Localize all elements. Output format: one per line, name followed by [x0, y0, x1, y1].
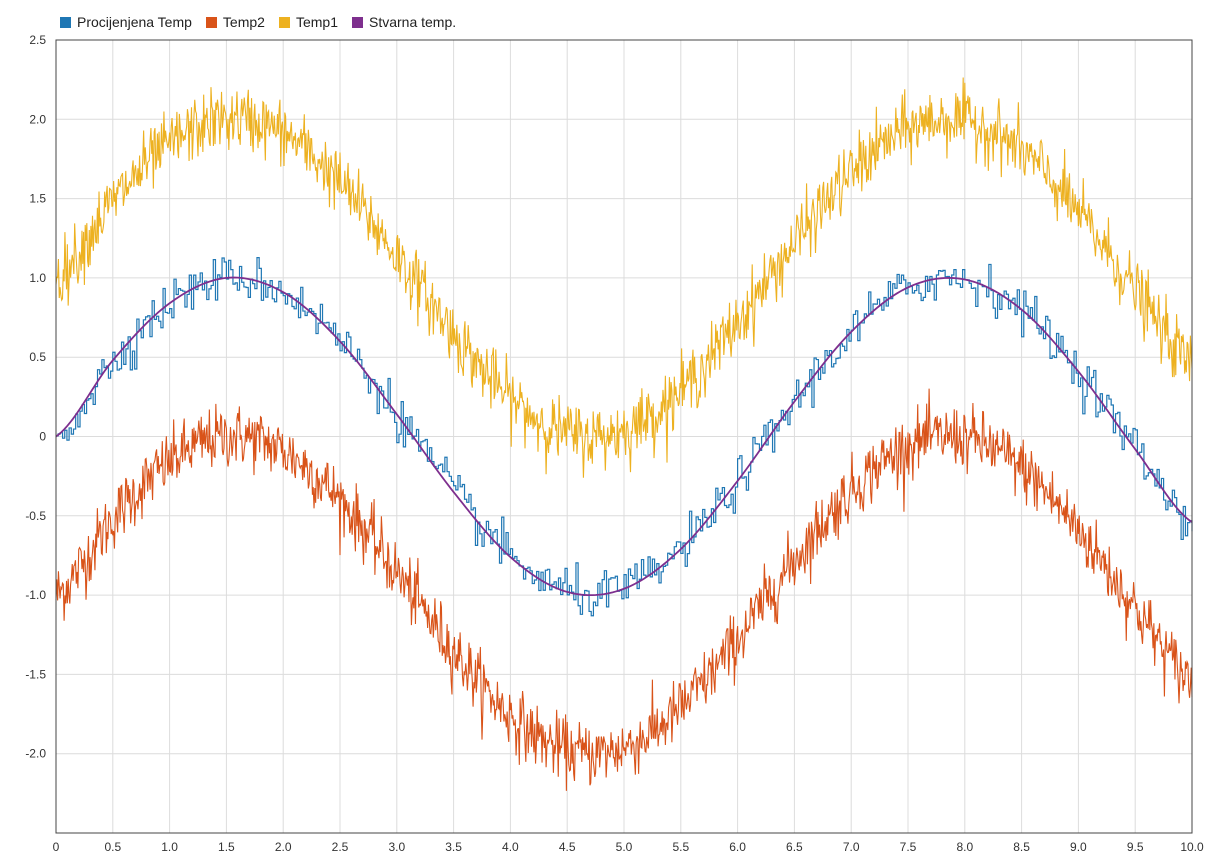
x-tick-label: 10.0 [1180, 840, 1204, 854]
legend: Procijenjena Temp Temp2 Temp1 Stvarna te… [60, 14, 456, 30]
legend-item-stvarna-temp[interactable]: Stvarna temp. [351, 14, 457, 30]
x-tick-label: 2.5 [332, 840, 349, 854]
x-tick-label: 4.0 [502, 840, 519, 854]
x-tick-label: 3.0 [388, 840, 405, 854]
legend-label-temp2: Temp2 [222, 14, 265, 30]
x-tick-label: 8.5 [1013, 840, 1030, 854]
x-tick-label: 9.5 [1127, 840, 1144, 854]
x-tick-label: 2.0 [275, 840, 292, 854]
y-tick-label: -1.5 [25, 667, 46, 681]
legend-swatch-stvarna-temp [351, 16, 363, 28]
x-tick-label: 0 [53, 840, 60, 854]
series-layer [55, 77, 1193, 791]
legend-label-procijenjena-temp: Procijenjena Temp [77, 14, 192, 30]
series-line-1 [55, 388, 1193, 791]
x-tick-label: 1.0 [161, 840, 178, 854]
legend-item-temp2[interactable]: Temp2 [205, 14, 265, 30]
series-line-2 [55, 77, 1193, 478]
grid [55, 39, 1193, 833]
plot-frame [55, 39, 1193, 834]
x-tick-label: 9.0 [1070, 840, 1087, 854]
x-tick-label: 6.0 [729, 840, 746, 854]
y-tick-label: 2.5 [29, 33, 46, 47]
y-axis: 2.5 2.0 1.5 1.0 0.5 0 -0.5 -1.0 -1.5 -2.0 [25, 33, 46, 761]
y-tick-label: 0 [39, 430, 46, 444]
legend-item-procijenjena-temp[interactable]: Procijenjena Temp [60, 14, 192, 30]
legend-item-temp1[interactable]: Temp1 [278, 14, 338, 30]
series-line-3 [55, 276, 1193, 597]
x-tick-label: 1.5 [218, 840, 235, 854]
x-tick-label: 7.5 [900, 840, 917, 854]
y-tick-label: -1.0 [25, 588, 46, 602]
x-tick-label: 8.0 [956, 840, 973, 854]
legend-swatch-procijenjena-temp [60, 16, 71, 28]
legend-label-temp1: Temp1 [295, 14, 338, 30]
x-tick-label: 7.0 [843, 840, 860, 854]
y-tick-label: -0.5 [25, 509, 46, 523]
y-tick-label: 2.0 [29, 112, 46, 126]
x-tick-label: 3.5 [445, 840, 462, 854]
x-tick-label: 5.5 [672, 840, 689, 854]
y-tick-label: 1.5 [29, 192, 46, 206]
x-tick-label: 5.0 [616, 840, 633, 854]
y-tick-label: -2.0 [25, 747, 46, 761]
x-tick-label: 6.5 [786, 840, 803, 854]
y-tick-label: 1.0 [29, 271, 46, 285]
x-tick-label: 4.5 [559, 840, 576, 854]
legend-swatch-temp1 [278, 16, 290, 28]
x-axis: 0 0.5 1.0 1.5 2.0 2.5 3.0 3.5 4.0 4.5 5.0 5.5 6.0 6.5… [53, 840, 1204, 854]
legend-label-stvarna-temp: Stvarna temp. [368, 14, 457, 30]
legend-swatch-temp2 [205, 16, 217, 28]
x-tick-label: 0.5 [104, 840, 121, 854]
y-tick-label: 0.5 [29, 350, 46, 364]
